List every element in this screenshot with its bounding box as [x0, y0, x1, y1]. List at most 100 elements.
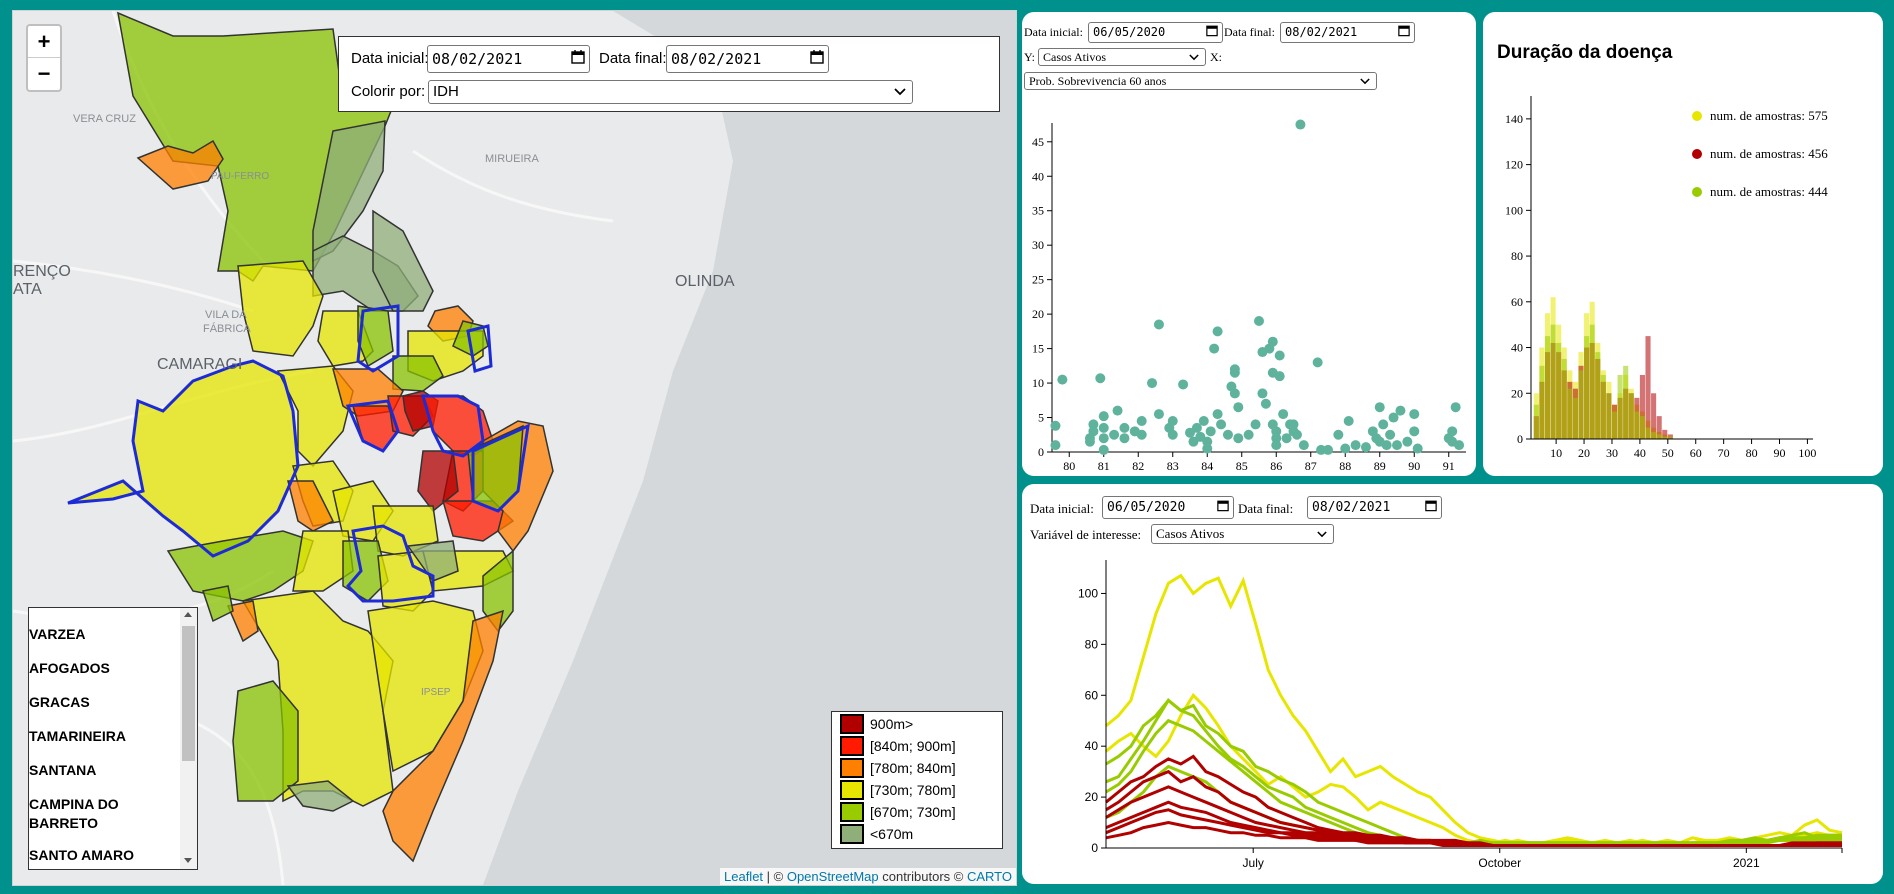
neighborhood-list-item[interactable]: GRACAS: [29, 694, 90, 710]
histogram-bar[interactable]: [1595, 352, 1601, 439]
histogram-bar[interactable]: [1639, 416, 1645, 439]
scatter-point[interactable]: [1191, 422, 1202, 433]
scatter-point[interactable]: [1098, 444, 1109, 455]
scatter-point[interactable]: [1323, 444, 1333, 455]
histogram-bar[interactable]: [1645, 336, 1651, 439]
scatter-point[interactable]: [1243, 429, 1254, 440]
scatter-point[interactable]: [1098, 433, 1109, 444]
histogram-bar[interactable]: [1584, 336, 1590, 439]
neighborhood-polygon-green-2[interactable]: [392, 355, 444, 392]
scatter-point[interactable]: [1409, 409, 1420, 420]
scatter-point[interactable]: [1112, 405, 1123, 416]
neighborhood-polygon-orange-sw[interactable]: [226, 600, 259, 643]
histogram-bar[interactable]: [1600, 374, 1606, 439]
scatter-point[interactable]: [1288, 419, 1299, 430]
histogram-bar[interactable]: [1539, 365, 1545, 439]
scatter-point[interactable]: [1257, 388, 1268, 399]
ts-start-date-input[interactable]: 06/05/2020: [1102, 496, 1234, 519]
histogram-bar[interactable]: [1651, 432, 1657, 439]
list-scrollbar[interactable]: [180, 608, 197, 869]
scatter-point[interactable]: [1050, 440, 1061, 451]
scatter-point[interactable]: [1291, 429, 1302, 440]
scatter-point[interactable]: [1281, 433, 1292, 444]
scatter-point[interactable]: [1250, 419, 1261, 430]
scatter-point[interactable]: [1450, 402, 1461, 413]
selected-outline-santoamaro[interactable]: [471, 423, 530, 513]
scatter-point[interactable]: [1098, 411, 1109, 422]
neighborhood-polygon-orange-coast[interactable]: [382, 609, 504, 863]
neighborhood-list-item[interactable]: SANTANA: [29, 762, 97, 778]
histogram-bar[interactable]: [1651, 393, 1657, 439]
neighborhood-polygon-pauferro[interactable]: [136, 139, 224, 190]
histogram-bar[interactable]: [1561, 358, 1567, 439]
scatter-point[interactable]: [1333, 429, 1344, 440]
scatter-point[interactable]: [1119, 433, 1130, 444]
scatter-point[interactable]: [1409, 426, 1420, 437]
timeseries-line[interactable]: [1105, 718, 1842, 845]
histogram-bar[interactable]: [1617, 374, 1623, 439]
histogram-bar[interactable]: [1656, 434, 1662, 439]
scatter-point[interactable]: [1447, 426, 1458, 437]
histogram-bar[interactable]: [1578, 370, 1584, 439]
histogram-bar[interactable]: [1611, 411, 1618, 439]
scatter-point[interactable]: [1198, 415, 1209, 426]
histogram-bar[interactable]: [1606, 393, 1612, 439]
scatter-x-select[interactable]: Prob. Sobrevivencia 60 anos: [1024, 72, 1377, 90]
histogram-bar[interactable]: [1544, 336, 1551, 439]
zoom-in-button[interactable]: +: [28, 26, 60, 58]
histogram-bar[interactable]: [1556, 342, 1562, 439]
neighborhood-list[interactable]: VARZEA AFOGADOS GRACAS TAMARINEIRA SANTANA CA…: [28, 607, 198, 870]
scatter-start-date-input[interactable]: 06/05/2020: [1088, 22, 1223, 43]
histogram-bar[interactable]: [1533, 404, 1539, 439]
scatter-point[interactable]: [1202, 443, 1213, 454]
neighborhood-polygon-green-center[interactable]: [342, 540, 389, 602]
neighborhood-polygon-yellow-5[interactable]: [292, 530, 354, 592]
histogram-bar[interactable]: [1623, 365, 1629, 439]
neighborhood-list-item[interactable]: CAMPINA DO BARRETO: [29, 796, 119, 831]
histogram-bar[interactable]: [1645, 427, 1651, 439]
scatter-point[interactable]: [1057, 374, 1068, 385]
histogram-bar[interactable]: [1667, 434, 1673, 439]
scatter-point[interactable]: [1119, 422, 1130, 433]
neighborhood-list-item[interactable]: AFOGADOS: [29, 660, 110, 676]
carto-link[interactable]: CARTO: [966, 869, 1012, 884]
timeseries-line[interactable]: [1105, 820, 1842, 847]
scatter-point[interactable]: [1343, 415, 1354, 426]
calendar-icon[interactable]: [1206, 23, 1218, 42]
histogram-bar[interactable]: [1634, 411, 1640, 439]
scatter-point[interactable]: [1374, 402, 1385, 413]
scatter-point[interactable]: [1274, 350, 1285, 361]
scatter-point[interactable]: [1271, 426, 1282, 437]
map-end-date-input[interactable]: 08/02/2021: [666, 45, 829, 73]
calendar-icon[interactable]: [810, 46, 824, 72]
scatter-point[interactable]: [1295, 119, 1306, 130]
neighborhood-list-item[interactable]: TAMARINEIRA: [29, 728, 126, 744]
calendar-icon[interactable]: [1217, 497, 1229, 518]
scatter-plot[interactable]: 0 5 10 15 20 25 30 35 40 45 80 81 82 83 84 85 86 87 88 89 90…: [1022, 96, 1476, 476]
scatter-point[interactable]: [1260, 398, 1271, 409]
scatter-point[interactable]: [1167, 415, 1178, 426]
selected-outline-varzea[interactable]: [67, 359, 300, 558]
histogram-bar[interactable]: [1567, 388, 1573, 439]
scatter-point[interactable]: [1088, 419, 1099, 430]
color-by-select[interactable]: IDH: [428, 80, 913, 104]
scatter-point[interactable]: [1402, 436, 1413, 447]
scatter-point[interactable]: [1088, 426, 1099, 437]
selected-outline-tamarineira[interactable]: [421, 394, 485, 458]
scatter-point[interactable]: [1316, 444, 1327, 455]
scatter-point[interactable]: [1109, 429, 1120, 440]
timeseries-line[interactable]: [1105, 764, 1842, 845]
selected-outline-afogados[interactable]: [345, 524, 435, 603]
scatter-point[interactable]: [1084, 436, 1095, 447]
osm-link[interactable]: OpenStreetMap: [786, 869, 879, 884]
scatter-point[interactable]: [1454, 440, 1465, 451]
scatter-point[interactable]: [1395, 405, 1406, 416]
scatter-point[interactable]: [1212, 409, 1223, 420]
timeseries-line[interactable]: [1105, 754, 1842, 847]
neighborhood-list-item[interactable]: SANTO AMARO: [29, 847, 134, 863]
histogram-bar[interactable]: [1589, 324, 1595, 439]
scatter-point[interactable]: [1098, 422, 1109, 433]
leaflet-link[interactable]: Leaflet: [724, 869, 764, 884]
scatter-point[interactable]: [1229, 367, 1240, 378]
histogram-bar[interactable]: [1550, 324, 1556, 439]
